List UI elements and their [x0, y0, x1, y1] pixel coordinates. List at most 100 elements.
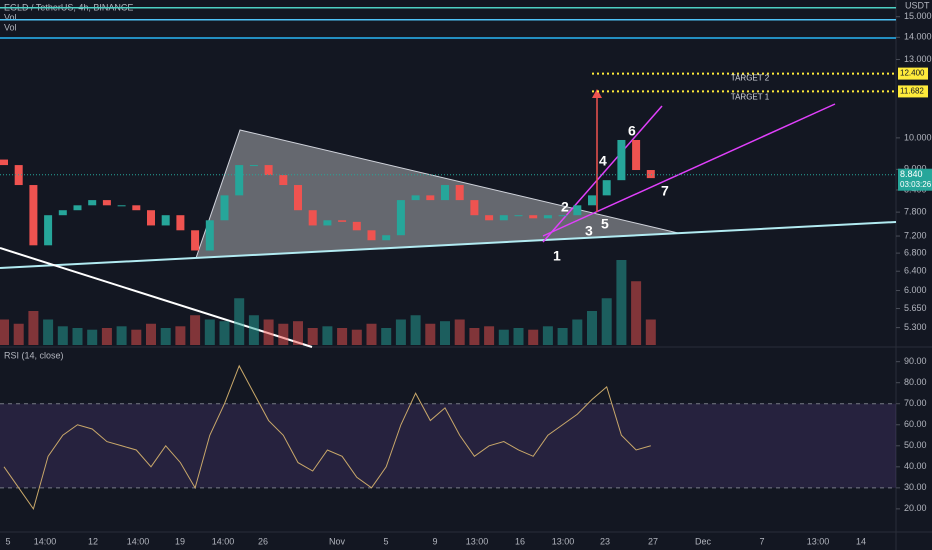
volume-bar [131, 329, 142, 345]
y-tick-label: 5.650 [904, 303, 927, 313]
candle-body [617, 139, 626, 181]
volume-bar [645, 319, 656, 345]
y-tick-label: 15.000 [904, 11, 932, 21]
arrow-head [592, 89, 602, 98]
candle-body [602, 180, 611, 196]
x-tick-label: 26 [258, 536, 268, 546]
volume-bar [248, 315, 259, 345]
volume-bar [190, 315, 201, 345]
volume-bar [337, 328, 348, 345]
candle-body [367, 230, 376, 241]
candle-body [235, 165, 244, 196]
rsi-tick-label: 80.00 [904, 377, 927, 387]
candle-body [499, 215, 508, 221]
channel-upper [542, 105, 663, 243]
candle-body [514, 215, 523, 217]
candle-body [191, 230, 200, 251]
y-tick-label: 5.300 [904, 322, 927, 332]
volume-bar [601, 298, 612, 345]
wave-label: 6 [628, 123, 636, 139]
target-box [898, 85, 928, 98]
candle-body [264, 165, 273, 176]
volume-bar [13, 323, 24, 345]
candle-body [73, 205, 82, 211]
x-tick-label: 16 [515, 536, 525, 546]
target-name: TARGET 2 [731, 74, 770, 83]
rsi-tick-label: 30.00 [904, 482, 927, 492]
candle-body [88, 200, 97, 206]
candle-body [352, 221, 361, 231]
candle-body [132, 205, 141, 211]
candle-body [632, 139, 641, 171]
volume-bar [322, 326, 333, 345]
volume-bar [410, 315, 421, 345]
volume-bar [395, 319, 406, 345]
volume-bar [204, 319, 215, 345]
volume-bar [43, 319, 54, 345]
currency: USDT [905, 0, 930, 10]
target-label: 11.682 [900, 87, 924, 96]
volume-bar [351, 329, 362, 345]
volume-bar [72, 328, 83, 345]
target-label: 12.400 [900, 69, 925, 78]
rsi-line [3, 364, 651, 511]
x-tick-label: 14:00 [212, 536, 235, 546]
candle-body [543, 215, 552, 219]
x-tick-label: 14 [856, 536, 866, 546]
channel-lower [542, 103, 836, 237]
candle-body [249, 165, 258, 167]
x-tick-label: 13:00 [466, 536, 489, 546]
x-tick-label: 19 [175, 536, 185, 546]
candle-body [279, 175, 288, 186]
candle-body [455, 185, 464, 201]
volume-bar [101, 328, 112, 345]
volume-bar [513, 328, 524, 345]
pane-label: Vol [4, 22, 17, 32]
rsi-tick-label: 70.00 [904, 398, 927, 408]
volume-bar [425, 323, 436, 345]
rsi-band [0, 403, 896, 488]
candle-body [646, 170, 655, 179]
x-tick-label: 9 [432, 536, 437, 546]
volume-bar [484, 326, 495, 345]
candle-body [529, 215, 538, 219]
candle-body [220, 195, 229, 221]
wave-label: 3 [585, 223, 593, 239]
x-tick-label: 5 [383, 536, 388, 546]
rsi-tick-label: 20.00 [904, 503, 927, 513]
candle-body [44, 215, 53, 246]
candle-body [58, 210, 67, 216]
volume-bar [234, 298, 245, 345]
y-tick-label: 7.800 [904, 206, 927, 216]
volume-bar [28, 311, 39, 345]
volume-bar [381, 328, 392, 345]
volume-bar [263, 319, 274, 345]
wave-label: 2 [561, 199, 569, 215]
y-tick-label: 14.000 [904, 32, 932, 42]
y-tick-label: 7.200 [904, 230, 927, 240]
last-price-box [898, 168, 932, 191]
x-tick-label: 12 [88, 536, 98, 546]
candle-body [382, 235, 391, 241]
candle-body [294, 185, 302, 211]
candle-body [441, 185, 449, 201]
y-tick-label: 6.400 [904, 266, 927, 276]
volume-bar [454, 319, 465, 345]
rsi-tick-label: 50.00 [904, 440, 927, 450]
wave-label: 5 [601, 216, 609, 232]
candle-body [470, 200, 479, 216]
volume-bar [616, 260, 627, 345]
candle-body [573, 205, 582, 216]
candle-body [426, 195, 435, 201]
candle-body [147, 210, 155, 226]
rsi-tick-label: 90.00 [904, 356, 927, 366]
volume-bar [528, 329, 539, 345]
candle-body [338, 220, 347, 222]
x-tick-label: 23 [600, 536, 610, 546]
x-tick-label: 5 [5, 536, 10, 546]
last-price-label: 8.840 [900, 169, 923, 179]
volume-bar [631, 281, 642, 345]
volume-bar [366, 323, 377, 345]
candle-body [411, 195, 420, 201]
